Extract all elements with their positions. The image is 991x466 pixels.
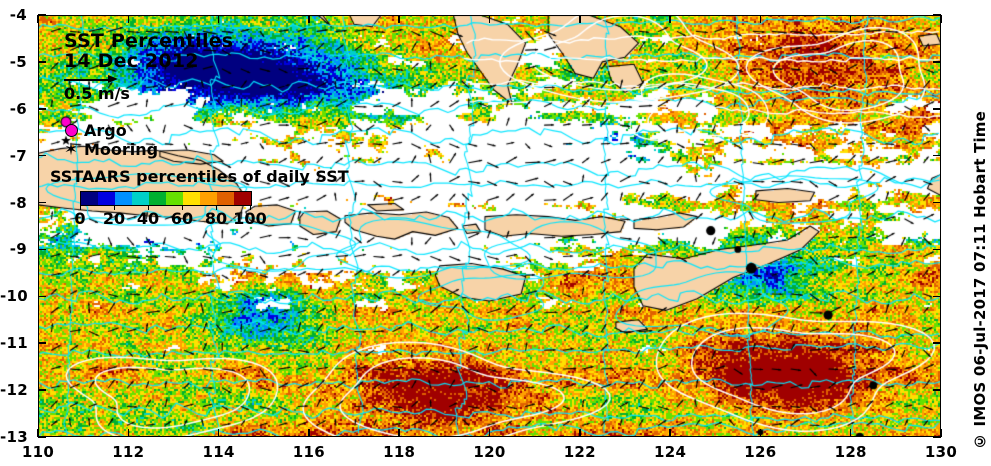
x-axis-tick-label: 126 xyxy=(744,443,777,461)
y-axis-tick-right xyxy=(933,295,941,298)
y-axis-tick xyxy=(38,154,46,157)
y-axis-tick-label: -4 xyxy=(9,6,27,24)
y-axis-tick-right xyxy=(933,389,941,391)
x-axis-tick-label: 112 xyxy=(112,443,145,461)
y-axis-tick xyxy=(38,248,46,251)
x-axis-tick-top xyxy=(579,15,581,23)
y-axis-tick-right xyxy=(933,201,941,204)
sst-percentile-raster xyxy=(38,15,941,437)
y-axis-tick-label: -12 xyxy=(0,381,28,400)
x-axis-tick-top xyxy=(488,15,491,23)
copyright-credit: © IMOS 06-Jul-2017 07:11 Hobart Time xyxy=(971,110,989,450)
x-axis-tick-top xyxy=(669,15,671,23)
x-axis-tick-label: 124 xyxy=(653,443,687,461)
y-axis-tick-right xyxy=(933,14,941,16)
x-axis-tick-label: 118 xyxy=(383,443,416,461)
y-axis-tick xyxy=(38,295,46,298)
y-axis-tick-right xyxy=(933,342,941,345)
y-axis-tick xyxy=(38,61,46,63)
x-axis-tick-top xyxy=(127,15,130,23)
x-axis-tick-label: 110 xyxy=(21,443,55,461)
y-axis-tick-label: -11 xyxy=(0,334,28,353)
y-axis-tick xyxy=(38,201,46,204)
x-axis-tick xyxy=(759,429,762,437)
x-axis-tick xyxy=(37,429,39,437)
y-axis-tick xyxy=(38,436,46,438)
x-axis-tick xyxy=(217,429,220,437)
y-axis-tick-label: -8 xyxy=(9,193,27,212)
y-axis-tick-label: -10 xyxy=(0,287,28,306)
x-axis-tick xyxy=(669,429,671,437)
x-axis-tick xyxy=(849,429,852,437)
x-axis-tick-top xyxy=(37,15,39,23)
x-axis-tick xyxy=(127,429,130,437)
y-axis-tick-right xyxy=(933,248,941,251)
y-axis-tick xyxy=(38,389,46,391)
x-axis-tick-top xyxy=(217,15,220,23)
x-axis-tick-top xyxy=(398,15,400,23)
y-axis-tick-right xyxy=(933,154,941,157)
map-plot-area[interactable]: SST Percentiles 14 Dec 2012 0.5 m/s Argo… xyxy=(38,15,941,437)
y-axis-tick-label: -5 xyxy=(9,52,27,71)
x-axis-tick-label: 128 xyxy=(834,443,867,461)
y-axis-tick-right xyxy=(933,61,941,63)
x-axis-tick-label: 130 xyxy=(924,443,958,461)
x-axis-tick xyxy=(488,429,491,437)
x-axis-tick-top xyxy=(308,15,310,23)
x-axis-tick-label: 116 xyxy=(292,443,325,461)
x-axis-tick-label: 120 xyxy=(473,443,506,461)
y-axis-tick-right xyxy=(933,436,941,438)
y-axis-tick xyxy=(38,107,46,110)
x-axis-tick xyxy=(579,429,581,437)
y-axis-tick xyxy=(38,342,46,345)
y-axis-tick-right xyxy=(933,107,941,110)
x-axis-tick xyxy=(308,429,310,437)
x-axis-tick xyxy=(398,429,400,437)
x-axis-tick-label: 114 xyxy=(202,443,235,461)
y-axis-tick-label: -6 xyxy=(9,99,27,118)
y-axis-tick xyxy=(38,14,46,16)
x-axis-tick-top xyxy=(849,15,852,23)
y-axis-tick-label: -13 xyxy=(0,428,28,446)
x-axis-tick-top xyxy=(940,15,942,23)
y-axis-tick-label: -7 xyxy=(9,146,27,165)
x-axis-tick-label: 122 xyxy=(563,443,596,461)
y-axis-tick-label: -9 xyxy=(9,240,27,259)
x-axis-tick-top xyxy=(759,15,762,23)
